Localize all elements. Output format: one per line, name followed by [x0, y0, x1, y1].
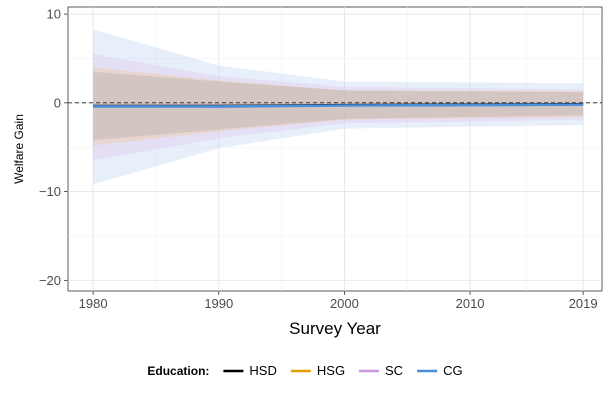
legend: Education: HSD HSG SC CG [147, 363, 462, 378]
x-tick-label: 2019 [569, 296, 598, 311]
grid-layer [68, 7, 602, 291]
legend-label-cg: CG [443, 363, 463, 378]
legend-label-sc: SC [385, 363, 403, 378]
y-tick-label: −10 [39, 184, 61, 199]
x-tick-label: 2000 [330, 296, 359, 311]
x-tick-label: 2010 [456, 296, 485, 311]
y-tick-label: −20 [39, 273, 61, 288]
plot-panel [67, 6, 603, 292]
x-axis-title: Survey Year [289, 319, 381, 338]
x-tick-label: 1980 [79, 296, 108, 311]
legend-label-hsd: HSD [249, 363, 276, 378]
legend-title: Education: [147, 364, 209, 378]
x-tick-label: 1990 [204, 296, 233, 311]
legend-item-cg: CG [417, 363, 463, 378]
y-axis-title: Welfare Gain [12, 114, 26, 184]
series-lines [93, 102, 584, 109]
series-line-cg [93, 103, 584, 108]
legend-item-hsg: HSG [290, 363, 345, 378]
y-tick-label: 10 [47, 7, 61, 22]
legend-item-hsd: HSD [223, 363, 277, 378]
axis-layer: 1980 1990 2000 2010 2019 10 0 −10 −20 [39, 7, 598, 311]
legend-item-sc: SC [359, 363, 403, 378]
band-sc [93, 54, 584, 161]
legend-label-hsg: HSG [317, 363, 345, 378]
y-tick-label: 0 [54, 95, 61, 110]
